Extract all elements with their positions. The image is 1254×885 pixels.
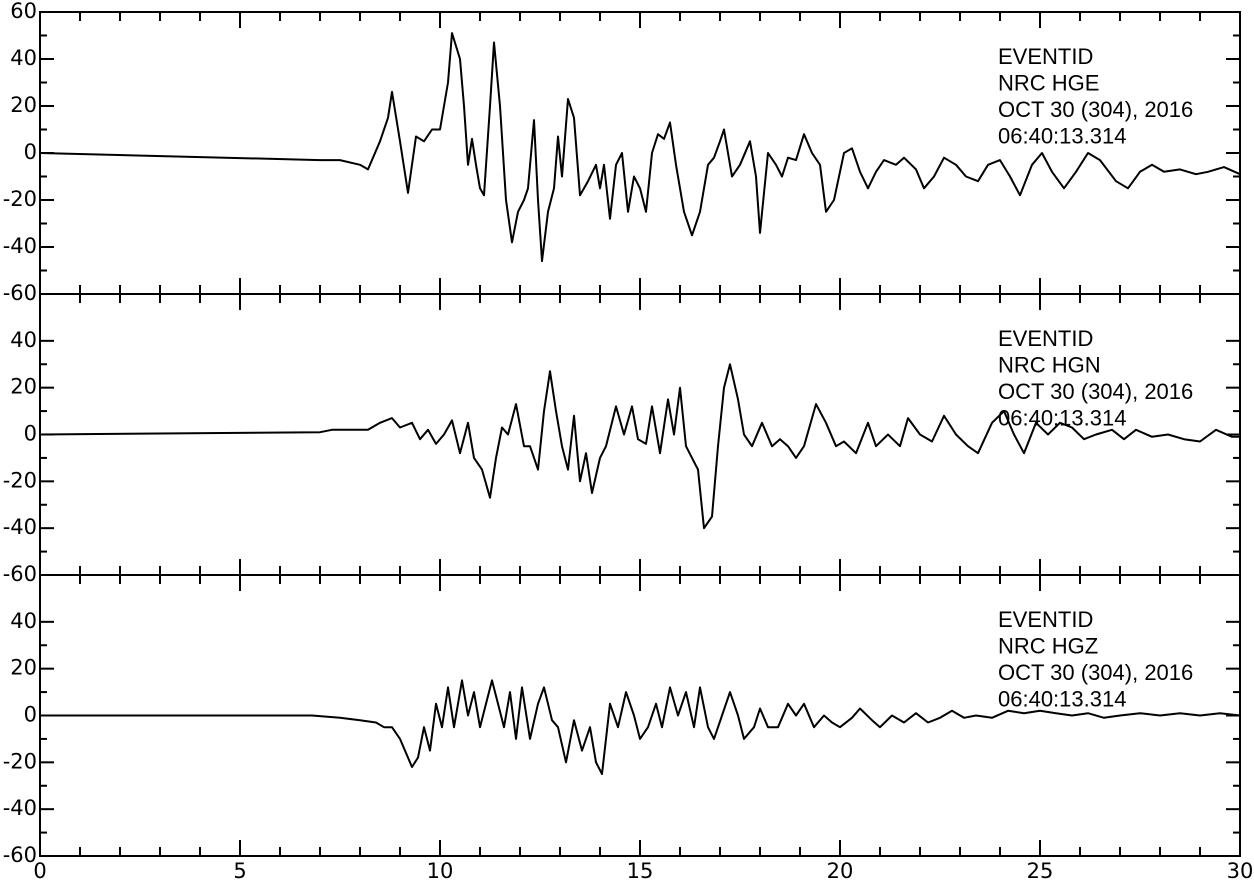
annotation: 06:40:13.314 — [998, 123, 1126, 148]
y-tick-label: -40 — [3, 515, 37, 539]
y-tick-label: 0 — [24, 422, 37, 446]
annotation: NRC HGN — [998, 352, 1101, 377]
x-tick-label: 30 — [1227, 859, 1254, 883]
annotation: NRC HGE — [998, 70, 1099, 95]
y-tick-label: -20 — [3, 187, 37, 211]
x-tick-label: 0 — [33, 859, 46, 883]
y-tick-label: 40 — [10, 609, 37, 633]
y-tick-label: -60 — [3, 281, 37, 305]
y-tick-label: -40 — [3, 796, 37, 820]
y-tick-label: -20 — [3, 749, 37, 773]
annotation: EVENTID — [998, 326, 1093, 351]
y-tick-label: 0 — [24, 140, 37, 164]
trace — [39, 363, 1240, 530]
annotation: NRC HGZ — [998, 633, 1098, 658]
y-tick-label: 20 — [10, 656, 37, 680]
y-tick-label: -60 — [3, 843, 37, 867]
annotation: OCT 30 (304), 2016 — [998, 660, 1193, 685]
y-tick-label: 20 — [10, 93, 37, 117]
trace — [40, 679, 1241, 775]
y-tick-label: 20 — [10, 375, 37, 399]
annotation: OCT 30 (304), 2016 — [998, 379, 1193, 404]
trace — [39, 32, 1241, 263]
x-tick-label: 10 — [427, 859, 454, 883]
annotation: 06:40:13.314 — [998, 686, 1126, 711]
y-tick-label: -40 — [3, 234, 37, 258]
x-tick-label: 15 — [627, 859, 654, 883]
y-tick-label: 40 — [10, 328, 37, 352]
y-tick-label: -60 — [3, 562, 37, 586]
annotation: EVENTID — [998, 607, 1093, 632]
x-tick-label: 5 — [233, 859, 246, 883]
y-tick-label: 0 — [24, 703, 37, 727]
x-tick-label: 25 — [1027, 859, 1054, 883]
annotation: 06:40:13.314 — [998, 405, 1126, 430]
annotation: OCT 30 (304), 2016 — [998, 97, 1193, 122]
y-tick-label: 60 — [10, 0, 37, 23]
y-tick-label: 40 — [10, 46, 37, 70]
annotation: EVENTID — [998, 44, 1093, 69]
y-tick-label: -20 — [3, 468, 37, 492]
x-tick-label: 20 — [827, 859, 854, 883]
